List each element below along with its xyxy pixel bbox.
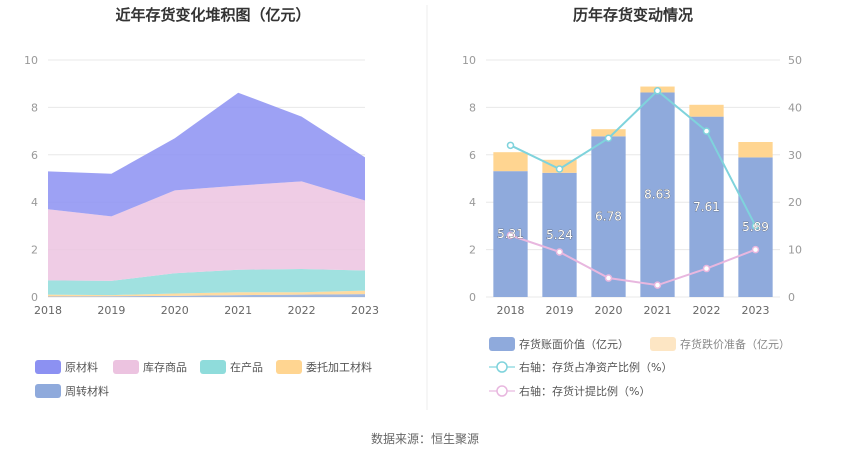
right-y2-tick: 20 — [788, 196, 802, 209]
left-legend-swatch — [200, 360, 226, 374]
right-legend-label: 右轴：存货占净资产比例（%） — [519, 360, 672, 374]
left-x-tick: 2020 — [161, 304, 189, 317]
left-legend-swatch — [35, 384, 61, 398]
right-legend: 存货账面价值（亿元） 存货跌价准备（亿元） 右轴：存货占净资产比例（%） 右轴：存货计… — [489, 337, 790, 398]
right-legend-swatch — [650, 337, 676, 351]
left-y-tick: 4 — [31, 196, 38, 209]
line-point — [604, 134, 613, 142]
area-原材料 — [48, 92, 365, 217]
bar-value-label: 6.78 — [595, 210, 622, 224]
line-point — [604, 274, 613, 282]
right-x-tick: 2019 — [546, 304, 574, 317]
bar-impairment — [493, 152, 528, 172]
line-provision-ratio — [510, 234, 756, 287]
left-x-tick: 2019 — [97, 304, 125, 317]
right-y2-tick: 10 — [788, 244, 802, 257]
bar-book-value — [640, 92, 675, 298]
right-x-tick: 2022 — [693, 304, 721, 317]
left-legend-swatch — [35, 360, 61, 374]
right-legend-label: 右轴：存货计提比例（%） — [519, 384, 650, 398]
left-y-tick: 10 — [24, 54, 38, 67]
right-x-tick: 2023 — [742, 304, 770, 317]
right-lines — [506, 87, 760, 289]
right-x-axis: 2018 2019 2020 2021 2022 2023 — [497, 304, 770, 317]
right-y-tick: 0 — [469, 291, 476, 304]
left-legend-label: 库存商品 — [143, 360, 187, 374]
left-y-tick: 0 — [31, 291, 38, 304]
line-point — [555, 165, 564, 173]
right-y-tick: 2 — [469, 244, 476, 257]
left-x-tick: 2023 — [351, 304, 379, 317]
left-x-tick: 2018 — [34, 304, 62, 317]
data-source: 数据来源：恒生聚源 — [371, 431, 479, 446]
right-legend-marker — [496, 385, 508, 397]
bar-value-label: 8.63 — [644, 188, 671, 202]
right-x-tick: 2021 — [644, 304, 672, 317]
bar-value-label: 5.89 — [742, 220, 769, 234]
bar-value-label: 5.31 — [497, 227, 524, 241]
left-legend-swatch — [113, 360, 139, 374]
left-legend-label: 周转材料 — [65, 384, 109, 398]
right-x-tick: 2018 — [497, 304, 525, 317]
left-legend-label: 委托加工材料 — [306, 360, 372, 374]
line-point — [653, 87, 662, 95]
right-y2-tick: 30 — [788, 149, 802, 162]
bar-impairment — [738, 142, 773, 158]
right-y-tick: 8 — [469, 101, 476, 114]
left-y-tick: 8 — [31, 101, 38, 114]
line-point — [702, 127, 711, 135]
line-point — [751, 222, 760, 230]
right-grid — [486, 59, 780, 298]
right-y-axis-right: 0 10 20 30 40 50 — [788, 54, 802, 304]
right-y-tick: 6 — [469, 149, 476, 162]
left-legend-swatch — [276, 360, 302, 374]
right-y2-tick: 50 — [788, 54, 802, 67]
line-point — [555, 248, 564, 256]
left-areas — [48, 92, 365, 297]
area-周转材料 — [48, 294, 365, 297]
line-point — [506, 141, 515, 150]
right-bars — [493, 86, 773, 298]
left-legend-label: 原材料 — [65, 360, 98, 374]
right-y2-tick: 0 — [788, 291, 795, 304]
bar-impairment — [689, 104, 724, 117]
left-chart-title: 近年存货变化堆积图（亿元） — [115, 6, 310, 24]
right-bar-labels: 5.31 5.24 6.78 8.63 7.61 5.89 — [497, 187, 769, 242]
left-y-axis: 0 2 4 6 8 10 — [24, 54, 38, 304]
bar-book-value — [591, 136, 626, 297]
area-委托加工材料 — [48, 290, 365, 297]
right-y2-tick: 40 — [788, 101, 802, 114]
right-legend-label: 存货账面价值（亿元） — [519, 337, 629, 351]
right-y-axis-left: 0 2 4 6 8 10 — [462, 54, 476, 304]
line-point — [653, 281, 662, 289]
left-legend-label: 在产品 — [230, 360, 263, 374]
left-x-tick: 2021 — [224, 304, 252, 317]
line-point — [506, 231, 515, 240]
right-legend-marker — [496, 361, 508, 373]
area-库存商品 — [48, 181, 365, 281]
bar-impairment — [591, 129, 626, 137]
bar-value-label: 7.61 — [693, 200, 720, 214]
line-point — [751, 245, 760, 254]
line-asset-ratio — [510, 89, 757, 227]
left-y-tick: 6 — [31, 149, 38, 162]
bar-value-label: 5.24 — [546, 228, 573, 242]
right-y-tick: 10 — [462, 54, 476, 67]
line-point — [702, 264, 711, 273]
right-x-tick: 2020 — [595, 304, 623, 317]
bar-book-value — [542, 172, 577, 297]
right-legend-label: 存货跌价准备（亿元） — [680, 337, 790, 351]
right-chart-title: 历年存货变动情况 — [573, 6, 693, 24]
right-legend-swatch — [489, 337, 515, 351]
left-y-tick: 2 — [31, 244, 38, 257]
right-y-tick: 4 — [469, 196, 476, 209]
left-x-axis: 2018 2019 2020 2021 2022 2023 — [34, 304, 379, 317]
left-x-tick: 2022 — [288, 304, 316, 317]
area-在产品 — [48, 269, 365, 296]
